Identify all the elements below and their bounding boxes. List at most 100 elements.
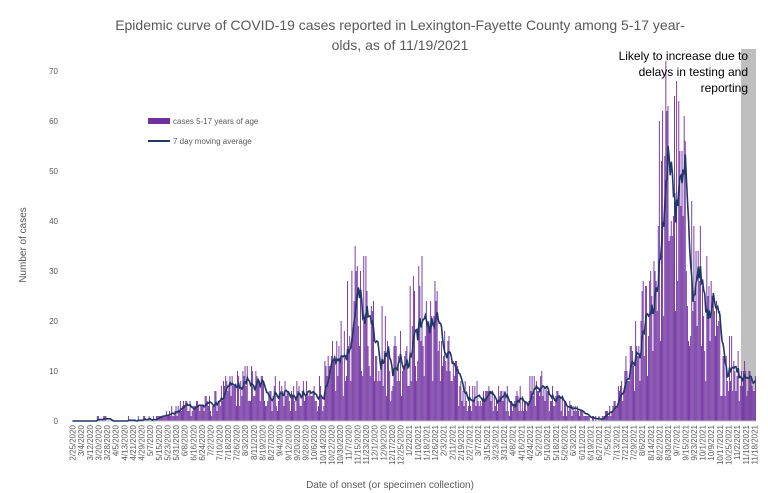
bar xyxy=(476,381,478,421)
bar xyxy=(710,281,712,421)
bar xyxy=(544,401,546,421)
bar xyxy=(428,326,429,421)
bar xyxy=(511,401,513,421)
bar xyxy=(456,361,457,421)
bar xyxy=(702,286,703,421)
bar xyxy=(365,256,367,421)
bar xyxy=(172,416,174,421)
bar xyxy=(566,416,568,421)
bar xyxy=(644,286,646,421)
bar xyxy=(621,381,623,421)
bar xyxy=(363,256,365,421)
bar xyxy=(712,296,714,421)
bar xyxy=(437,351,439,421)
bar xyxy=(358,346,360,421)
bar xyxy=(268,396,270,421)
bar xyxy=(231,376,233,421)
x-tick-label: 11/23/2020 xyxy=(362,424,371,464)
bar xyxy=(508,416,510,421)
bar xyxy=(212,406,214,421)
bar xyxy=(608,416,610,421)
bar xyxy=(719,311,721,421)
bar xyxy=(747,391,749,421)
bar xyxy=(562,416,564,421)
bar xyxy=(640,321,642,421)
bar xyxy=(507,411,509,421)
bar xyxy=(688,341,689,421)
bar xyxy=(216,411,218,421)
bar xyxy=(254,396,256,421)
x-tick-label: 3/31/2021 xyxy=(500,424,509,460)
bar xyxy=(709,341,711,421)
bar xyxy=(307,391,309,421)
bar xyxy=(329,366,331,421)
x-tick-label: 9/15/2021 xyxy=(681,424,690,460)
delay-annotation: Likely to increase due to delays in test… xyxy=(619,49,749,95)
bar xyxy=(300,406,302,421)
bar xyxy=(664,156,666,421)
bar xyxy=(542,396,544,421)
x-tick-label: 7/26/2020 xyxy=(233,424,242,460)
x-tick-label: 7/21/2021 xyxy=(621,424,630,460)
bar xyxy=(334,356,336,421)
bar xyxy=(586,416,588,421)
bar xyxy=(201,406,203,421)
bar xyxy=(377,381,379,421)
bar xyxy=(223,381,224,421)
bar xyxy=(460,381,462,421)
bar xyxy=(652,351,654,421)
bar xyxy=(690,336,692,421)
bar xyxy=(557,391,559,421)
bar xyxy=(543,386,545,421)
x-tick-label: 2/3/2021 xyxy=(440,424,449,456)
bar xyxy=(669,236,671,421)
bar xyxy=(368,366,370,421)
bar xyxy=(402,371,404,421)
bar xyxy=(682,216,684,421)
bar xyxy=(194,406,196,421)
bar xyxy=(612,406,614,421)
x-tick-label: 6/11/2021 xyxy=(578,424,587,460)
bar xyxy=(570,406,572,421)
bar xyxy=(567,406,569,421)
bar xyxy=(501,391,503,421)
bar xyxy=(371,311,373,421)
bar xyxy=(234,386,236,421)
x-tick-label: 7/5/2021 xyxy=(604,424,613,456)
bar xyxy=(724,396,726,421)
bar xyxy=(492,411,494,421)
bar xyxy=(350,381,352,421)
bar xyxy=(257,381,259,421)
bar xyxy=(583,416,585,421)
bar xyxy=(654,271,656,421)
bar xyxy=(559,396,561,421)
bar xyxy=(393,346,395,421)
bar xyxy=(515,396,517,421)
bar xyxy=(470,406,472,421)
bar xyxy=(467,406,469,421)
bar xyxy=(288,401,290,421)
bar xyxy=(429,326,431,421)
bar xyxy=(369,376,371,421)
bar xyxy=(180,411,182,421)
bar xyxy=(715,336,716,421)
bar xyxy=(439,381,441,421)
bar xyxy=(488,386,490,421)
bar xyxy=(382,386,384,421)
bar xyxy=(209,396,210,421)
bar xyxy=(425,301,427,421)
bar xyxy=(303,401,305,421)
bar xyxy=(414,291,415,421)
bar xyxy=(411,326,413,421)
bar xyxy=(748,371,750,421)
bar xyxy=(443,356,445,421)
bar xyxy=(563,401,565,421)
bar xyxy=(637,356,639,421)
bar xyxy=(306,381,308,421)
bar xyxy=(395,346,397,421)
x-tick-label: 7/18/2020 xyxy=(224,424,233,460)
bar xyxy=(258,381,260,421)
bar xyxy=(485,391,487,421)
bar xyxy=(204,396,206,421)
bar xyxy=(320,386,322,421)
